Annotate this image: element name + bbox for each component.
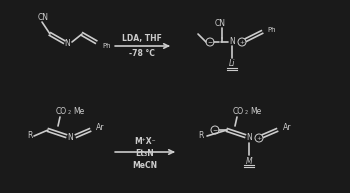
Text: Me: Me	[250, 108, 261, 117]
Text: Ar: Ar	[96, 124, 105, 133]
Text: +: +	[256, 135, 262, 141]
Text: Ph: Ph	[267, 27, 276, 33]
Text: Li: Li	[229, 59, 235, 69]
Text: N: N	[229, 37, 235, 47]
Text: 2: 2	[68, 111, 71, 115]
Text: R: R	[198, 131, 204, 141]
Text: Me: Me	[73, 108, 84, 117]
Text: Et₃N: Et₃N	[136, 150, 154, 158]
Text: N: N	[67, 134, 73, 142]
Text: M: M	[246, 157, 252, 166]
Text: R: R	[27, 131, 33, 141]
Text: CO: CO	[56, 108, 67, 117]
Text: CN: CN	[38, 14, 49, 23]
Text: Ph: Ph	[102, 43, 111, 49]
Text: M⁺X⁻: M⁺X⁻	[134, 137, 156, 146]
Text: N: N	[246, 134, 252, 142]
Text: N: N	[64, 40, 70, 48]
Text: −: −	[207, 40, 213, 45]
Text: +: +	[239, 40, 245, 45]
Text: MeCN: MeCN	[132, 161, 158, 169]
Text: CO: CO	[233, 108, 244, 117]
Text: -78 °C: -78 °C	[129, 48, 155, 58]
Text: −: −	[212, 128, 218, 133]
Text: CN: CN	[215, 19, 225, 29]
Text: 2: 2	[245, 111, 248, 115]
Text: LDA, THF: LDA, THF	[122, 35, 162, 43]
Text: Ar: Ar	[283, 124, 292, 133]
